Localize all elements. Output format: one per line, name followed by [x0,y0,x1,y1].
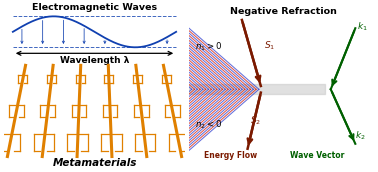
Text: Negative Refraction: Negative Refraction [230,7,337,16]
Text: Metamaterials: Metamaterials [52,158,137,168]
Text: Wavelength λ: Wavelength λ [60,56,129,65]
Text: $S_2$: $S_2$ [250,115,262,127]
Text: $S_1$: $S_1$ [263,39,275,52]
Text: $n_1 > 0$: $n_1 > 0$ [195,41,222,53]
Text: Wave Vector: Wave Vector [290,151,345,160]
Text: $k_2$: $k_2$ [355,130,366,142]
Text: $n_2 < 0$: $n_2 < 0$ [195,118,222,131]
Text: Energy Flow: Energy Flow [204,151,257,160]
Text: $k_1$: $k_1$ [357,21,368,33]
Text: Electromagnetic Waves: Electromagnetic Waves [32,3,157,12]
